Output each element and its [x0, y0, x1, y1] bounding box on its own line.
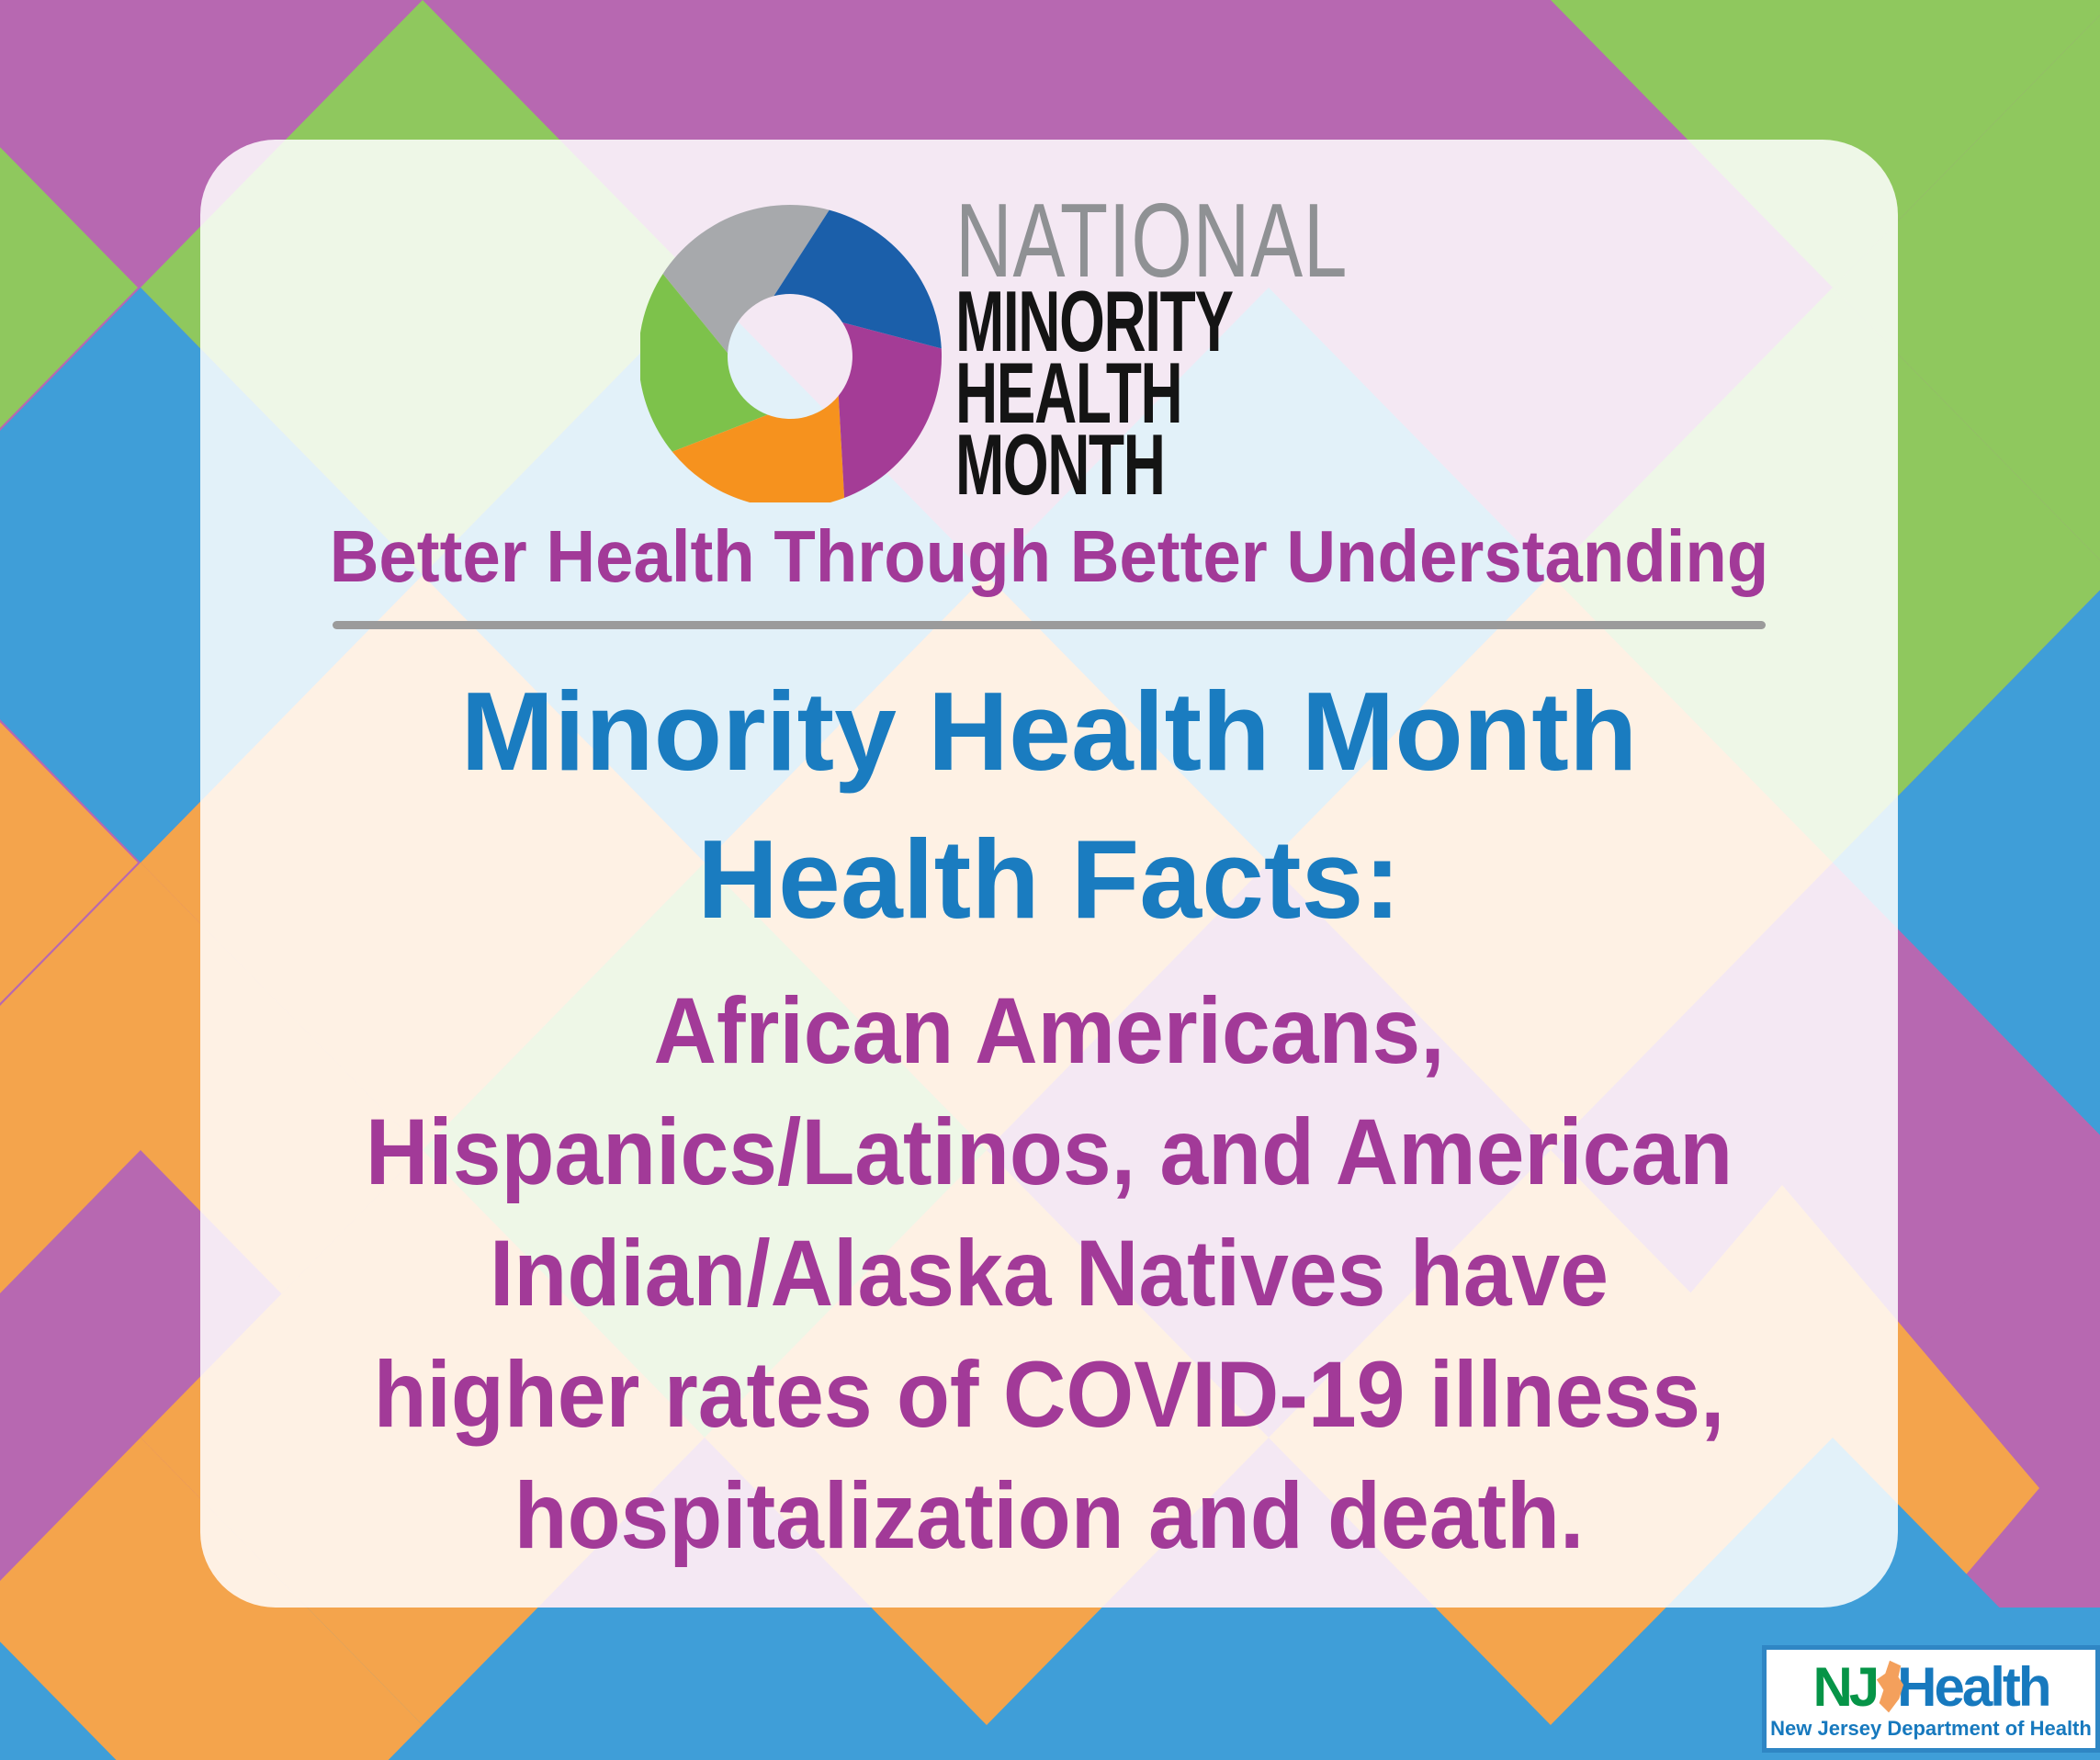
- new-jersey-state-icon: [1876, 1660, 1904, 1713]
- body-text: African Americans, Hispanics/Latinos, an…: [260, 970, 1839, 1576]
- nj-health-logo: NJ Health New Jersey Department of Healt…: [1762, 1645, 2100, 1753]
- logo-text-national: NATIONAL: [955, 183, 1349, 299]
- logo-text-month: MONTH: [955, 416, 1166, 513]
- bg-diamond: [0, 1642, 117, 1760]
- swirl-segment-orange: [672, 395, 845, 502]
- heading-line-2: Health Facts:: [696, 817, 1402, 942]
- nj-logo-health-text: Health: [1897, 1656, 2051, 1718]
- bg-diamond: [0, 1438, 423, 1760]
- body-line-5: hospitalization and death.: [514, 1463, 1585, 1568]
- swirl-segment-magenta: [838, 322, 943, 498]
- divider-rule: [333, 621, 1766, 629]
- logo-text-minority: MINORITY: [955, 273, 1234, 369]
- heading: Minority Health Month Health Facts:: [200, 658, 1898, 953]
- bg-diamond: [0, 147, 138, 428]
- body-line-4: higher rates of COVID-19 illness,: [373, 1342, 1725, 1447]
- swirl-segment-blue: [773, 209, 942, 349]
- body-line-1: African Americans,: [653, 978, 1445, 1083]
- bg-diamond: [0, 722, 138, 1003]
- nj-health-logo-row: NJ Health: [1812, 1656, 2051, 1718]
- content-card: [200, 140, 1898, 1608]
- nj-logo-nj-text: NJ: [1812, 1656, 1880, 1718]
- logo-text-health: HEALTH: [955, 344, 1183, 441]
- body-line-3: Indian/Alaska Natives have: [490, 1221, 1609, 1326]
- nj-logo-subtitle: New Jersey Department of Health: [1770, 1717, 2092, 1740]
- tagline: Better Health Through Better Understandi…: [329, 515, 1769, 597]
- bg-diamond: [1833, 590, 2100, 1135]
- bg-diamond: [1833, 15, 2100, 560]
- nmhm-swirl-icon: [640, 204, 943, 502]
- swirl-segment-gray: [662, 204, 830, 354]
- body-line-2: Hispanics/Latinos, and American: [365, 1100, 1733, 1204]
- heading-line-1: Minority Health Month: [460, 669, 1638, 794]
- swirl-segment-green: [640, 274, 768, 452]
